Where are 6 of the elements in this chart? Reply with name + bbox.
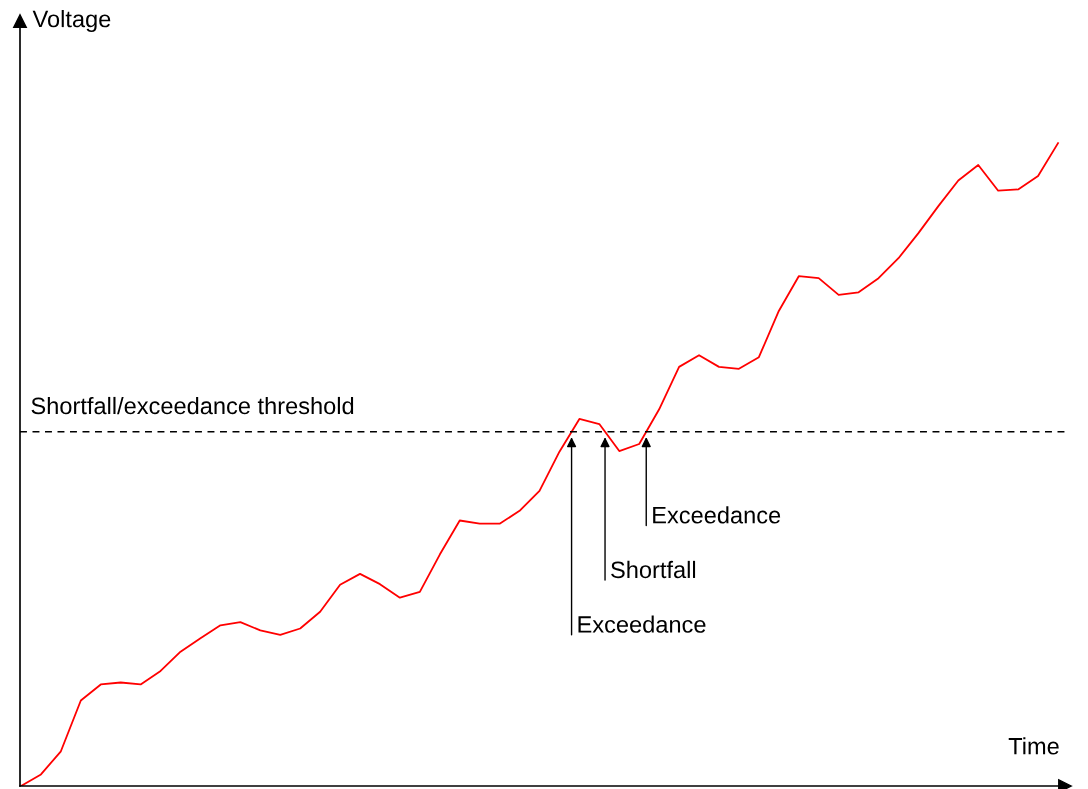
x-axis-title: Time (1008, 737, 1059, 755)
annotation: Shortfall (611, 560, 696, 579)
annotation: Exceedance (578, 615, 706, 633)
ref-line-label: Shortfall/exceedance threshold (31, 396, 354, 415)
y-axis-title: Voltage (32, 10, 111, 32)
annotation: Exceedance (653, 506, 781, 524)
